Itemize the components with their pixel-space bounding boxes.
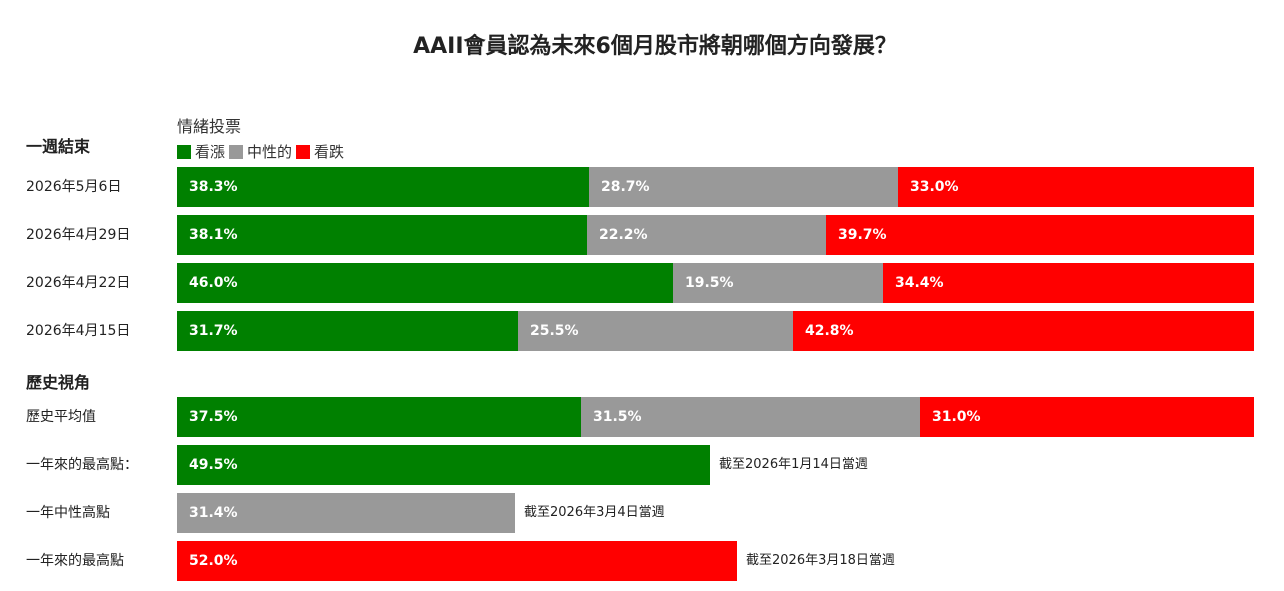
bar-segment-bullish: 31.7%: [177, 311, 518, 351]
bar-row: 31.4%: [177, 493, 515, 533]
bar-segment-bearish: 31.0%: [920, 397, 1254, 437]
section-heading: 一週結束: [26, 137, 91, 156]
bar-row: 38.1% 22.2% 39.7%: [177, 215, 1254, 255]
bar-segment-bullish: 46.0%: [177, 263, 673, 303]
legend-item-bullish: 看漲: [177, 141, 225, 162]
row-label: 2026年4月22日: [26, 275, 131, 291]
bar-segment-bearish: 42.8%: [793, 311, 1254, 351]
bar-segment-neutral: 31.4%: [177, 493, 515, 533]
legend-swatch-neutral: [229, 144, 244, 159]
bar-segment-neutral: 22.2%: [587, 215, 826, 255]
bar-segment-bullish: 38.1%: [177, 215, 587, 255]
bar-segment-neutral: 25.5%: [518, 311, 793, 351]
row-label: 一年中性高點: [26, 505, 110, 521]
bar-segment-bearish: 33.0%: [898, 167, 1254, 207]
legend-label-bearish: 看跌: [314, 143, 345, 161]
bar-row: 52.0%: [177, 541, 737, 581]
bar-note: 截至2026年3月4日當週: [524, 505, 665, 520]
bar-segment-neutral: 19.5%: [673, 263, 883, 303]
chart-title: AAII會員認為未來6個月股市將朝哪個方向發展？: [413, 34, 897, 59]
bar-segment-bearish: 39.7%: [826, 215, 1254, 255]
legend-label-bullish: 看漲: [195, 143, 226, 161]
legend-swatch-bearish: [296, 144, 311, 159]
row-label: 2026年5月6日: [26, 179, 122, 195]
legend-title: 情緒投票: [177, 117, 242, 136]
bar-row: 38.3% 28.7% 33.0%: [177, 167, 1254, 207]
row-label: 一年來的最高點：: [26, 457, 138, 473]
bar-row: 37.5% 31.5% 31.0%: [177, 397, 1254, 437]
bar-segment-bearish: 34.4%: [883, 263, 1254, 303]
bar-row: 46.0% 19.5% 34.4%: [177, 263, 1254, 303]
bar-note: 截至2026年1月14日當週: [719, 457, 868, 472]
row-label: 2026年4月29日: [26, 227, 131, 243]
section-heading: 歷史視角: [26, 373, 91, 392]
bar-segment-neutral: 28.7%: [589, 167, 898, 207]
legend-swatch-bullish: [177, 144, 191, 159]
bar-segment-neutral: 31.5%: [581, 397, 920, 437]
legend-item-bearish: 看跌: [296, 141, 344, 162]
bar-segment-bullish: 49.5%: [177, 445, 710, 485]
row-label: 一年來的最高點: [26, 553, 124, 569]
bar-segment-bullish: 38.3%: [177, 167, 589, 207]
bar-note: 截至2026年3月18日當週: [746, 553, 895, 568]
bar-row: 31.7% 25.5% 42.8%: [177, 311, 1254, 351]
bar-segment-bullish: 37.5%: [177, 397, 581, 437]
bar-row: 49.5%: [177, 445, 710, 485]
row-label: 歷史平均值: [26, 409, 96, 425]
legend: 看漲 中性的 看跌: [177, 141, 348, 162]
legend-item-neutral: 中性的: [229, 141, 292, 162]
legend-label-neutral: 中性的: [247, 143, 293, 161]
bar-segment-bearish: 52.0%: [177, 541, 737, 581]
row-label: 2026年4月15日: [26, 323, 131, 339]
